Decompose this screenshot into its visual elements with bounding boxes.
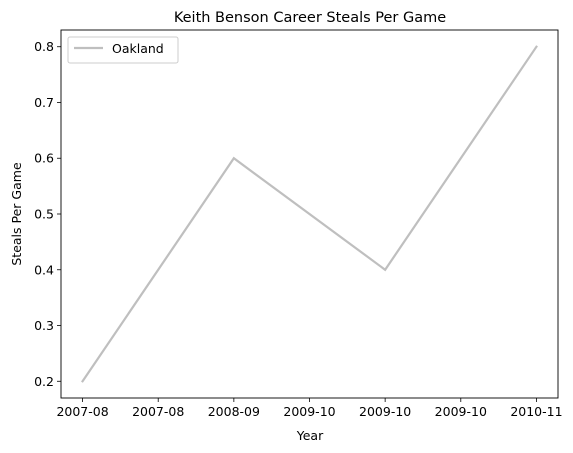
x-tick-label: 2009-10	[359, 404, 411, 419]
x-axis: 2007-08 2007-08 2008-09 2009-10 2009-10 2009-…	[56, 398, 563, 419]
y-tick-label: 0.8	[34, 39, 54, 54]
y-axis: 0.2 0.3 0.4 0.5 0.6 0.7 0.8	[34, 39, 61, 389]
y-tick-label: 0.6	[34, 151, 54, 166]
y-tick-label: 0.4	[34, 262, 54, 277]
legend-label-oakland: Oakland	[112, 41, 164, 56]
legend: Oakland	[67, 36, 179, 64]
y-tick-label: 0.3	[34, 318, 54, 333]
x-tick-label: 2009-10	[283, 404, 335, 419]
legend-box	[67, 36, 179, 64]
y-tick-label: 0.7	[34, 95, 54, 110]
series-line-oakland	[81, 45, 538, 383]
x-tick-label: 2009-10	[435, 404, 487, 419]
chart-title: Keith Benson Career Steals Per Game	[174, 10, 446, 26]
x-tick-label: 2007-08	[56, 404, 108, 419]
y-tick-label: 0.5	[34, 207, 54, 222]
x-tick-label: 2010-11	[510, 404, 562, 419]
series-group	[81, 45, 538, 383]
x-tick-label: 2007-08	[132, 404, 184, 419]
x-axis-label: Year	[296, 428, 324, 443]
y-axis-label: Steals Per Game	[9, 162, 24, 266]
x-tick-label: 2008-09	[208, 404, 260, 419]
y-tick-label: 0.2	[34, 374, 54, 389]
